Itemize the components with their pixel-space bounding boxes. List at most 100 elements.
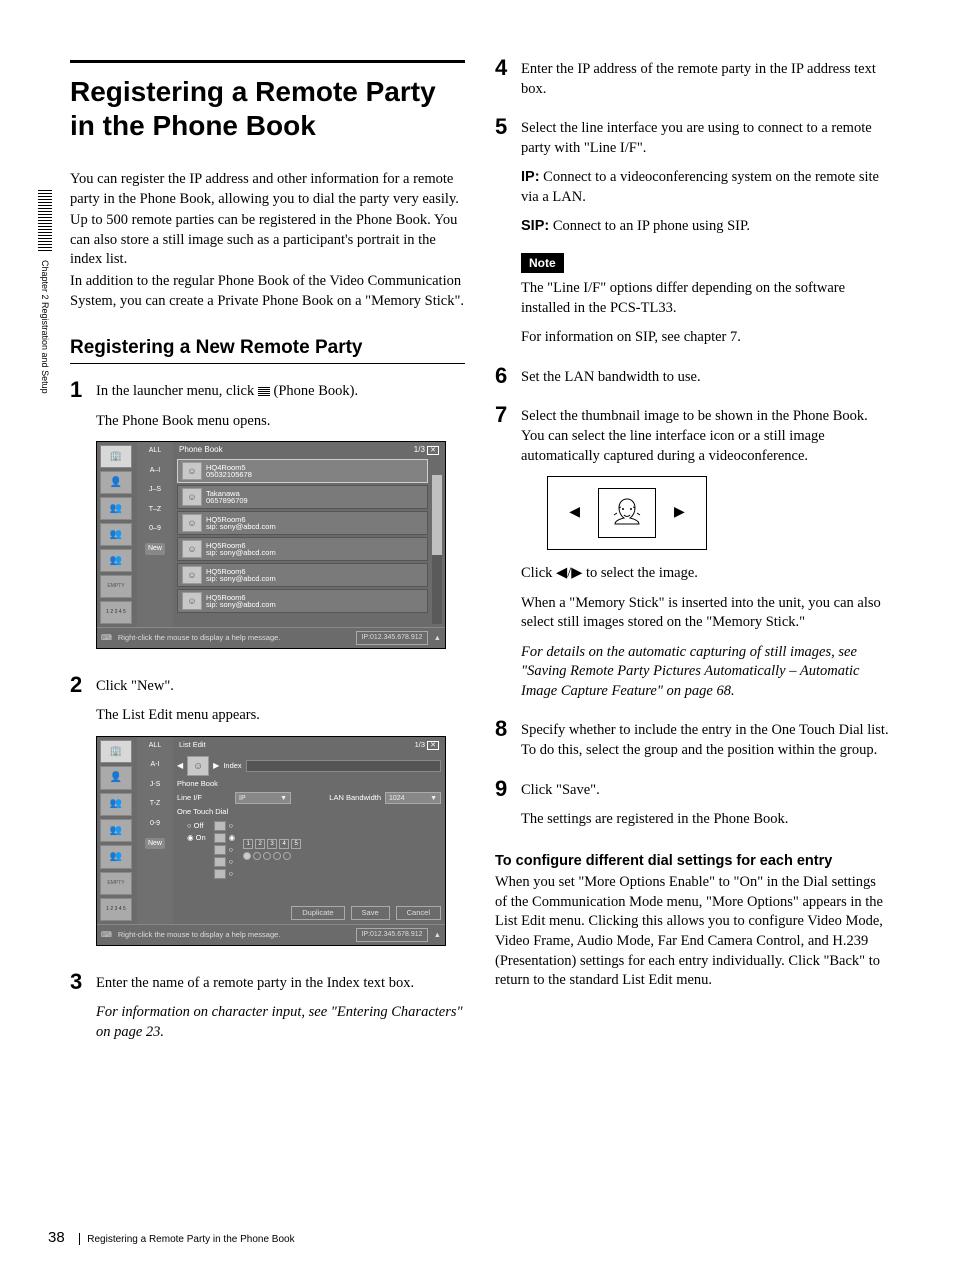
ot-on-radio[interactable]: ◉ On	[187, 833, 206, 843]
filter-09[interactable]: 0–9	[149, 524, 161, 533]
person-icon[interactable]: 👤	[100, 471, 132, 494]
keyboard-icon[interactable]: ⌨	[101, 930, 112, 940]
list-item[interactable]: ☺HQ5Room6sip: sony@abcd.com	[177, 563, 428, 587]
expand-icon[interactable]: ▲	[434, 633, 441, 643]
filter-all[interactable]: ALL	[149, 741, 161, 750]
bw-label: LAN Bandwidth	[329, 793, 381, 803]
filter-ai[interactable]: A–I	[150, 466, 161, 475]
step4-text: Enter the IP address of the remote party…	[521, 60, 890, 99]
title-rule	[70, 60, 465, 63]
ot-dot[interactable]	[273, 852, 281, 860]
ot-off-radio[interactable]: ○ Off	[187, 821, 206, 831]
filter-ai[interactable]: A-I	[151, 760, 160, 769]
building-icon[interactable]: 🏢	[100, 445, 132, 468]
sidebar-icons: 🏢 👤 👥 👥 👥 EMPTY 1 2 3 4 5	[97, 442, 137, 627]
cancel-button[interactable]: Cancel	[396, 906, 441, 920]
duplicate-button[interactable]: Duplicate	[291, 906, 344, 920]
filter-tz[interactable]: T–Z	[149, 505, 161, 514]
lineif-dropdown[interactable]: IP▼	[235, 792, 291, 804]
ot-pos[interactable]: 2	[255, 839, 265, 849]
ot-dot[interactable]	[263, 852, 271, 860]
list-item[interactable]: ☺HQ5Room6sip: sony@abcd.com	[177, 537, 428, 561]
listedit-screenshot: 🏢 👤 👥 👥 👥 EMPTY 1 2 3 4 5 ALL A-I J-S	[96, 736, 446, 946]
person-icon[interactable]: 👤	[100, 766, 132, 789]
ot-icon[interactable]	[214, 833, 226, 843]
group1-icon[interactable]: 👥	[100, 793, 132, 816]
empty-icon[interactable]: EMPTY	[100, 872, 132, 895]
step-9: 9 Click "Save". The settings are registe…	[495, 781, 890, 840]
next-arrow-icon[interactable]: ▶	[674, 504, 685, 523]
step8-text: Specify whether to include the entry in …	[521, 721, 890, 760]
page-title: Registering a Remote Party in the Phone …	[70, 75, 465, 142]
step9-text: Click "Save".	[521, 781, 890, 801]
group2-icon[interactable]: 👥	[100, 819, 132, 842]
thumb-preview: ☺	[187, 756, 209, 776]
lineif-label: Line I/F	[177, 793, 231, 803]
sidebar-icons: 🏢 👤 👥 👥 👥 EMPTY 1 2 3 4 5	[97, 737, 137, 925]
index-label: Index	[223, 761, 241, 771]
form-page: 1/3	[415, 740, 425, 749]
prev-arrow-icon[interactable]: ◀	[569, 504, 580, 523]
prev-thumb-icon[interactable]: ◀	[177, 761, 183, 772]
ot-icon[interactable]	[214, 821, 226, 831]
click-select: Click ◀/▶ to select the image.	[521, 564, 890, 584]
ot-pos[interactable]: 5	[291, 839, 301, 849]
ot-pos[interactable]: 1	[243, 839, 253, 849]
ot-pos[interactable]: 3	[267, 839, 277, 849]
step-number: 6	[495, 365, 521, 387]
note-label: Note	[521, 253, 564, 273]
list-item[interactable]: ☺HQ5Room6sip: sony@abcd.com	[177, 589, 428, 613]
step9-result: The settings are registered in the Phone…	[521, 810, 890, 830]
list-item[interactable]: ☺Takanawa0657896709	[177, 485, 428, 509]
step-4: 4 Enter the IP address of the remote par…	[495, 60, 890, 109]
close-icon[interactable]: ✕	[427, 446, 439, 455]
ot-pos[interactable]: 4	[279, 839, 289, 849]
ot-icon[interactable]	[214, 857, 226, 867]
close-icon[interactable]: ✕	[427, 741, 439, 750]
numbers-icon[interactable]: 1 2 3 4 5	[100, 898, 132, 921]
step-number: 1	[70, 379, 96, 401]
step-number: 8	[495, 718, 521, 740]
step-1: 1 In the launcher menu, click (Phone Boo…	[70, 382, 465, 667]
step1-text-a: In the launcher menu, click	[96, 383, 258, 399]
ot-icon[interactable]	[214, 869, 226, 879]
keyboard-icon[interactable]: ⌨	[101, 633, 112, 643]
phonebook-screenshot: 🏢 👤 👥 👥 👥 EMPTY 1 2 3 4 5 ALL A–I J–S	[96, 441, 446, 648]
group2-icon[interactable]: 👥	[100, 523, 132, 546]
memstick-text: When a "Memory Stick" is inserted into t…	[521, 594, 890, 633]
filter-js[interactable]: J–S	[149, 485, 161, 494]
empty-icon[interactable]: EMPTY	[100, 575, 132, 598]
ot-dot[interactable]	[243, 852, 251, 860]
ot-dot[interactable]	[283, 852, 291, 860]
group3-icon[interactable]: 👥	[100, 549, 132, 572]
filter-all[interactable]: ALL	[149, 446, 161, 455]
expand-icon[interactable]: ▲	[434, 930, 441, 940]
page-number: 38	[48, 1229, 65, 1246]
list-item[interactable]: ☺HQ4Room505032105678	[177, 459, 428, 483]
section-heading: Registering a New Remote Party	[70, 337, 465, 364]
building-icon[interactable]: 🏢	[100, 740, 132, 763]
group3-icon[interactable]: 👥	[100, 845, 132, 868]
ot-dot[interactable]	[253, 852, 261, 860]
index-field[interactable]	[246, 760, 441, 772]
ot-icon[interactable]	[214, 845, 226, 855]
group1-icon[interactable]: 👥	[100, 497, 132, 520]
bw-dropdown[interactable]: 1024▼	[385, 792, 441, 804]
filter-js[interactable]: J-S	[150, 780, 161, 789]
numbers-icon[interactable]: 1 2 3 4 5	[100, 601, 132, 624]
filter-new[interactable]: New	[145, 838, 165, 849]
next-thumb-icon[interactable]: ▶	[213, 761, 219, 772]
save-button[interactable]: Save	[351, 906, 390, 920]
filter-tz[interactable]: T-Z	[150, 799, 161, 808]
scrollbar[interactable]	[432, 475, 442, 624]
help-text: Right-click the mouse to display a help …	[118, 633, 351, 643]
step-3: 3 Enter the name of a remote party in th…	[70, 974, 465, 1053]
onetouch-label: One Touch Dial	[177, 807, 441, 817]
filter-new[interactable]: New	[145, 543, 165, 554]
list-title: Phone Book	[179, 445, 223, 456]
list-item[interactable]: ☺HQ5Room6sip: sony@abcd.com	[177, 511, 428, 535]
step3-ref: For information on character input, see …	[96, 1003, 465, 1042]
step-5: 5 Select the line interface you are usin…	[495, 119, 890, 358]
note-text1: The "Line I/F" options differ depending …	[521, 279, 890, 318]
filter-09[interactable]: 0-9	[150, 819, 160, 828]
